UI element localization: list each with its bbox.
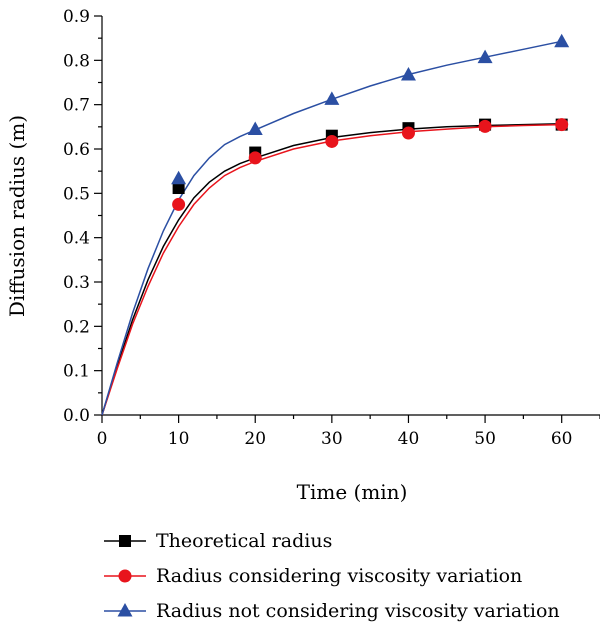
data-point-series-1 xyxy=(172,182,185,195)
series-line-3 xyxy=(101,40,562,416)
data-point-series-2 xyxy=(325,134,339,148)
data-point-series-3 xyxy=(171,170,187,185)
data-point-series-2 xyxy=(401,126,415,140)
series-line-2 xyxy=(101,123,562,416)
x-tick-label: 0 xyxy=(97,429,108,449)
x-tick-label: 30 xyxy=(321,429,343,449)
x-tick-label: 10 xyxy=(168,429,190,449)
legend-marker-1 xyxy=(119,535,131,547)
legend: Theoretical radius Radius considering vis… xyxy=(104,530,560,622)
data-point-series-3 xyxy=(400,66,416,81)
y-tick-label: 0.8 xyxy=(63,51,90,71)
y-tick-label: 0.9 xyxy=(63,7,90,27)
series-line-1 xyxy=(101,122,562,416)
y-tick-label: 0.0 xyxy=(63,406,90,426)
y-axis-title: Diffusion radius (m) xyxy=(5,115,29,317)
legend-marker-2 xyxy=(118,569,132,583)
data-point-series-3 xyxy=(554,33,570,48)
data-point-series-3 xyxy=(477,49,493,64)
x-tick-label: 50 xyxy=(474,429,496,449)
y-tick-label: 0.3 xyxy=(63,273,90,293)
x-tick-label: 40 xyxy=(398,429,420,449)
y-tick-label: 0.4 xyxy=(63,229,90,249)
y-tick-label: 0.6 xyxy=(63,140,90,160)
y-tick-label: 0.7 xyxy=(63,96,90,116)
legend-label-1: Theoretical radius xyxy=(156,530,332,552)
legend-marker-3 xyxy=(117,603,133,617)
data-point-series-3 xyxy=(324,91,340,105)
data-point-series-2 xyxy=(172,197,186,211)
legend-label-2: Radius considering viscosity variation xyxy=(156,565,522,587)
data-point-series-2 xyxy=(248,151,262,165)
x-axis-title: Time (min) xyxy=(297,480,408,504)
data-point-series-3 xyxy=(247,121,263,135)
data-point-series-2 xyxy=(555,118,569,132)
y-tick-label: 0.1 xyxy=(63,362,90,382)
legend-label-3: Radius not considering viscosity variati… xyxy=(156,600,560,622)
x-tick-label: 20 xyxy=(244,429,266,449)
plot-area: 0 10 20 30 40 50 60 0.0 0.1 0.2 0.3 0.4 0.5 0.6 0.7 0.8… xyxy=(63,7,600,449)
y-tick-label: 0.2 xyxy=(63,317,90,337)
data-point-series-2 xyxy=(478,119,492,133)
y-tick-label: 0.5 xyxy=(63,184,90,204)
x-tick-label: 60 xyxy=(551,429,573,449)
